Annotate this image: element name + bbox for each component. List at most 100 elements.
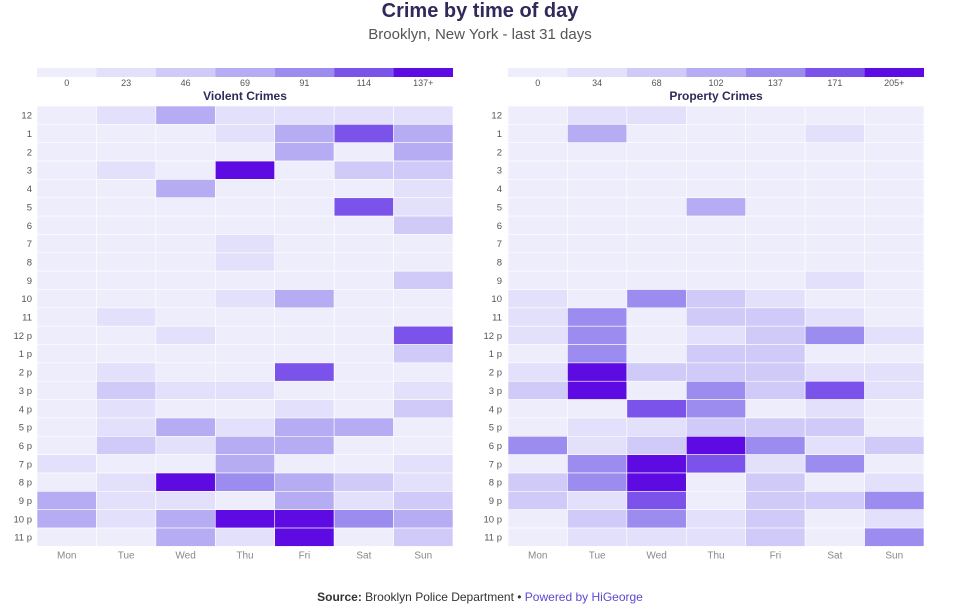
heatmap-cell — [274, 399, 335, 419]
heatmap-cell — [274, 105, 335, 125]
heatmap-cell — [507, 325, 568, 345]
powered-by-link[interactable]: Powered by HiGeorge — [524, 590, 643, 604]
heatmap-cell — [626, 435, 687, 455]
y-tick-label: 2 — [27, 147, 32, 158]
heatmap-cell — [567, 179, 628, 199]
heatmap-cell — [567, 417, 628, 437]
heatmap-cell — [745, 105, 806, 125]
heatmap-cell — [36, 344, 97, 364]
heatmap-cell — [626, 472, 687, 492]
legend-tick-label: 171 — [827, 78, 842, 88]
y-tick-label: 11 — [22, 313, 32, 324]
heatmap-cell — [155, 179, 216, 199]
legend-swatch — [96, 68, 156, 77]
heatmap-cell — [96, 124, 157, 143]
heatmap-cell — [507, 105, 568, 125]
y-tick-label: 7 — [27, 239, 32, 250]
heatmap-cell — [626, 307, 687, 327]
heatmap-cell — [745, 160, 806, 180]
legend-tick-label: 137+ — [413, 78, 433, 88]
heatmap-cell — [214, 197, 276, 217]
heatmap-cell — [685, 362, 747, 382]
y-tick-label: 4 — [497, 184, 502, 195]
y-tick-label: 6 p — [19, 441, 32, 452]
heatmap-cell — [745, 417, 806, 437]
heatmap-cell — [745, 491, 806, 511]
heatmap-cell — [274, 160, 335, 180]
heatmap-cell — [214, 380, 276, 400]
heatmap-cell — [214, 307, 276, 327]
heatmap-cell — [804, 179, 865, 199]
heatmap-cell — [864, 105, 925, 125]
heatmap-cell — [804, 215, 865, 235]
heatmap-cell — [567, 527, 628, 547]
y-tick-label: 10 p — [484, 514, 503, 525]
heatmap-cell — [626, 491, 687, 511]
heatmap-cell — [685, 234, 747, 254]
heatmap-cell — [333, 362, 394, 382]
heatmap-cell — [864, 399, 925, 419]
heatmap-cell — [274, 380, 335, 400]
heatmap-cell — [333, 252, 394, 272]
legend-swatch — [155, 68, 216, 77]
heatmap-cell — [96, 527, 157, 547]
heatmap-cell — [274, 509, 335, 529]
x-tick-label: Wed — [646, 550, 666, 561]
legend-swatch — [626, 68, 687, 77]
heatmap-cell — [685, 160, 747, 180]
y-tick-label: 9 p — [19, 496, 32, 507]
heatmap-cell — [393, 344, 454, 364]
heatmap-cell — [155, 215, 216, 235]
heatmap-cell — [96, 234, 157, 254]
heatmap-cell — [155, 435, 216, 455]
y-tick-label: 8 p — [489, 478, 502, 489]
heatmap-cell — [507, 399, 568, 419]
heatmap-cell — [745, 124, 806, 143]
legend-swatch — [274, 68, 335, 77]
heatmap-cell — [567, 142, 628, 162]
heatmap-cell — [745, 472, 806, 492]
heatmap-cell — [626, 362, 687, 382]
heatmap-cell — [274, 417, 335, 437]
legend-swatch — [393, 68, 453, 77]
heatmap-cell — [155, 325, 216, 345]
heatmap-cell — [274, 215, 335, 235]
heatmap-cell — [393, 509, 454, 529]
legend-swatch — [686, 68, 746, 77]
heatmap-cell — [36, 325, 97, 345]
heatmap-cell — [393, 289, 454, 309]
y-tick-label: 1 — [27, 129, 32, 140]
y-tick-label: 4 p — [489, 404, 502, 415]
source-label: Source: — [317, 590, 362, 604]
y-tick-label: 6 — [497, 221, 502, 232]
heatmap-cell — [507, 527, 568, 547]
heatmap-cell — [685, 344, 747, 364]
heatmap-cell — [36, 435, 97, 455]
heatmap-cell — [393, 142, 454, 162]
heatmap-cell — [36, 124, 97, 143]
legend-tick-label: 205+ — [884, 78, 904, 88]
heatmap-cell — [393, 252, 454, 272]
heatmap-cell — [393, 270, 454, 290]
heatmap-cell — [333, 215, 394, 235]
heatmap-cell — [155, 124, 216, 143]
heatmap-cell — [96, 197, 157, 217]
y-tick-label: 6 p — [489, 441, 502, 452]
heatmap-cell — [626, 527, 687, 547]
heatmap-cell — [393, 197, 454, 217]
heatmap-cell — [626, 160, 687, 180]
heatmap-cell — [214, 527, 276, 547]
heatmap-cell — [804, 160, 865, 180]
heatmap-cell — [274, 307, 335, 327]
heatmap-cell — [685, 435, 747, 455]
heatmap-cell — [274, 124, 335, 143]
chart-title: Crime by time of day — [381, 0, 579, 22]
legend-tick-label: 0 — [535, 78, 540, 88]
heatmap-cell — [155, 472, 216, 492]
heatmap-cell — [36, 215, 97, 235]
heatmap-cell — [507, 435, 568, 455]
heatmap-cell — [393, 105, 454, 125]
heatmap-cell — [804, 307, 865, 327]
heatmap-cell — [155, 270, 216, 290]
